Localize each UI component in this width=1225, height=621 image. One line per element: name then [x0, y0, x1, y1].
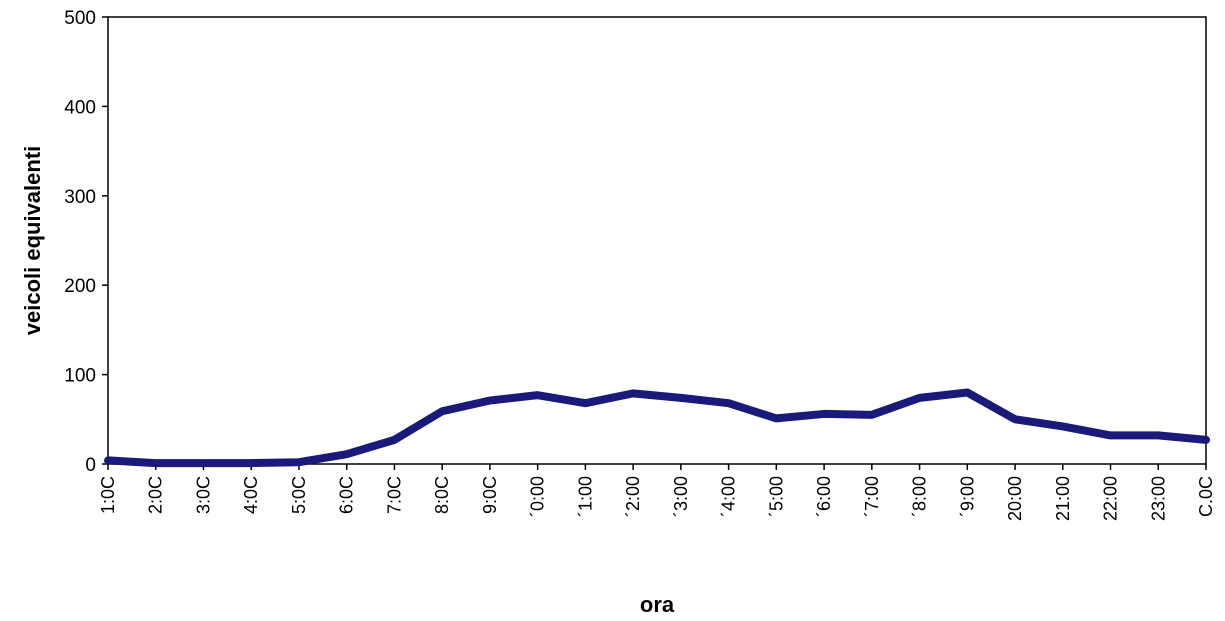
- y-tick-label: 0: [85, 455, 96, 476]
- x-tick-labels: 1:0C 2:0C 3:0C 4:0C 5:0C 6:0C 7:0C 8:0C 9:0C ´0:0…: [98, 476, 1216, 521]
- data-point: [1059, 422, 1067, 430]
- y-tick-label: 500: [64, 8, 96, 29]
- data-point: [199, 459, 207, 467]
- x-tick-label: ´0:00: [528, 476, 548, 517]
- x-tick-label: ´7:00: [862, 476, 882, 517]
- x-tick-label: 3:0C: [193, 476, 213, 514]
- data-point: [486, 397, 494, 405]
- data-point: [772, 414, 780, 422]
- y-axis-title: veicoli equivalenti: [20, 146, 45, 336]
- x-tick-label: ´6:00: [814, 476, 834, 517]
- data-point: [868, 411, 876, 419]
- data-point: [677, 394, 685, 402]
- x-tick-label: 4:0C: [241, 476, 261, 514]
- y-tick-label: 100: [64, 366, 96, 387]
- data-point: [247, 459, 255, 467]
- x-tick-label: 20:00: [1005, 476, 1025, 521]
- x-tick-label: ´9:00: [957, 476, 977, 517]
- data-point: [295, 458, 303, 466]
- data-point: [1202, 436, 1210, 444]
- data-point: [725, 399, 733, 407]
- data-point: [916, 394, 924, 402]
- data-point: [534, 391, 542, 399]
- x-tick-label: 8:0C: [432, 476, 452, 514]
- data-point: [820, 410, 828, 418]
- plot-area-frame: [107, 16, 1207, 465]
- data-point: [152, 459, 160, 467]
- series: [104, 388, 1210, 468]
- x-tick-label: 9:0C: [480, 476, 500, 514]
- data-point: [963, 388, 971, 396]
- x-tick-label: 6:0C: [337, 476, 357, 514]
- x-tick-label: 22:00: [1101, 476, 1121, 521]
- x-tick-label: 1:0C: [98, 476, 118, 514]
- x-tick-label: ´5:00: [766, 476, 786, 517]
- data-point: [390, 436, 398, 444]
- x-axis-title: ora: [640, 592, 675, 617]
- x-tick-label: 7:0C: [384, 476, 404, 514]
- axes: [102, 16, 1207, 470]
- data-point: [1011, 415, 1019, 423]
- x-tick-label: ´2:00: [623, 476, 643, 517]
- x-tick-label: 2:0C: [146, 476, 166, 514]
- data-point: [343, 450, 351, 458]
- data-point: [629, 389, 637, 397]
- x-tick-label: 23:00: [1148, 476, 1168, 521]
- data-point: [104, 456, 112, 464]
- x-tick-label: ´3:00: [671, 476, 691, 517]
- x-tick-label: 21:00: [1053, 476, 1073, 521]
- x-tick-label: C.0C: [1196, 476, 1216, 517]
- data-point: [581, 399, 589, 407]
- y-tick-label: 300: [64, 187, 96, 208]
- data-point: [1107, 431, 1115, 439]
- y-tick-label: 200: [64, 276, 96, 297]
- x-tick-label: ´4:00: [719, 476, 739, 517]
- x-tick-label: ´8:00: [910, 476, 930, 517]
- data-point: [438, 407, 446, 415]
- series-line: [104, 388, 1210, 468]
- x-tick-label: 5:0C: [289, 476, 309, 514]
- x-tick-label: ´1:00: [575, 476, 595, 517]
- y-tick-labels: 0 100 200 300 400 500: [64, 8, 96, 476]
- data-point: [1154, 431, 1162, 439]
- y-tick-label: 400: [64, 97, 96, 118]
